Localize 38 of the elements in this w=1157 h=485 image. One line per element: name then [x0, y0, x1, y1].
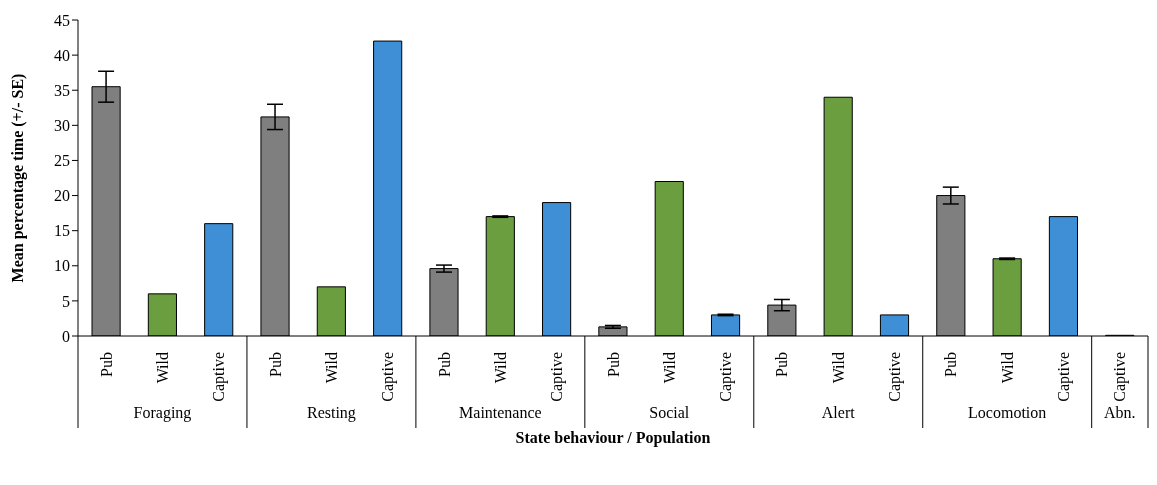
y-tick-label: 15: [54, 222, 70, 240]
y-tick-label: 5: [62, 292, 70, 310]
x-tick-label: Pub: [266, 352, 284, 377]
x-tick-label: Captive: [717, 352, 736, 402]
x-tick-label: Wild: [829, 352, 847, 384]
x-axis-title: State behaviour / Population: [515, 429, 711, 447]
y-tick-label: 30: [54, 117, 70, 135]
y-tick-label: 45: [54, 11, 70, 29]
text: Abn.: [1104, 404, 1136, 421]
y-axis-title: Mean percentage time (+/- SE): [8, 73, 27, 283]
text: Maintenance: [459, 404, 542, 421]
x-tick-label: Wild: [660, 352, 678, 384]
x-tick-label: Captive: [548, 352, 567, 402]
x-tick-label: Pub: [942, 352, 960, 377]
x-tick-label: Wild: [153, 352, 171, 384]
x-tick-label: Pub: [773, 352, 791, 377]
x-tick-label: Captive: [379, 352, 398, 402]
text: Social: [649, 404, 690, 421]
y-tick-label: 25: [54, 152, 70, 170]
x-tick-label: Wild: [322, 352, 340, 384]
x-tick-label: Captive: [1111, 352, 1130, 402]
x-tick-label: Wild: [491, 352, 509, 384]
x-tick-label: Pub: [435, 352, 453, 377]
text: Foraging: [133, 404, 192, 422]
x-tick-label: Captive: [1055, 352, 1074, 402]
x-tick-label: Pub: [97, 352, 115, 377]
x-tick-label: Wild: [998, 352, 1016, 384]
x-tick-label: Captive: [210, 352, 229, 402]
y-tick-label: 10: [54, 257, 70, 275]
y-tick-label: 20: [54, 187, 70, 205]
text: Resting: [306, 404, 356, 422]
text: Alert: [821, 404, 856, 421]
x-tick-label: Pub: [604, 352, 622, 377]
y-tick-label: 35: [54, 81, 70, 99]
y-tick-label: 0: [62, 327, 70, 345]
y-tick-label: 40: [54, 46, 70, 64]
x-tick-label: Captive: [886, 352, 905, 402]
text: Locomotion: [968, 404, 1047, 421]
